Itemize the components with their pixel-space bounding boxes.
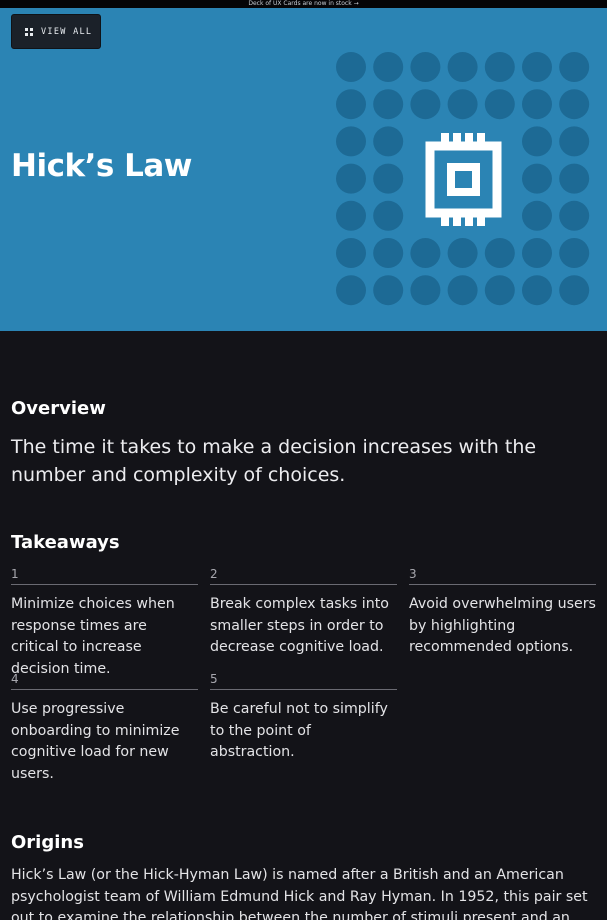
divider xyxy=(210,689,397,690)
pattern-dot xyxy=(373,238,404,268)
pattern-dot xyxy=(522,275,552,306)
pattern-dot xyxy=(410,238,441,268)
pattern-dot xyxy=(484,238,515,268)
pattern-dot xyxy=(447,275,478,306)
pattern-dot xyxy=(373,200,404,231)
takeaway-number: 2 xyxy=(210,567,218,581)
pattern-dot xyxy=(559,126,590,157)
pattern-dot xyxy=(559,89,590,120)
pattern-dot xyxy=(373,52,404,82)
overview-text: The time it takes to make a decision inc… xyxy=(11,436,537,486)
pattern-dot xyxy=(522,163,552,194)
page-title: Hick’s Law xyxy=(11,148,192,184)
takeaway-text: Break complex tasks into smaller steps i… xyxy=(210,596,389,656)
pattern-dot xyxy=(410,275,441,306)
pattern-dot xyxy=(336,163,366,194)
chip-icon xyxy=(425,133,502,226)
pattern-dot xyxy=(336,200,366,231)
view-all-button[interactable]: VIEW ALL xyxy=(11,14,101,49)
takeaways-heading: Takeaways xyxy=(11,532,120,553)
takeaway-item: 4 Use progressive onboarding to minimize… xyxy=(11,672,198,786)
takeaway-number: 3 xyxy=(409,567,417,581)
pattern-dot xyxy=(447,89,478,120)
takeaway-text: Be careful not to simplify to the point … xyxy=(210,701,388,761)
pattern-dot xyxy=(559,275,590,306)
takeaway-item: 3 Avoid overwhelming users by highlighti… xyxy=(409,567,596,659)
pattern-dot xyxy=(447,238,478,268)
takeaway-text: Minimize choices when response times are… xyxy=(11,596,175,678)
pattern-dot xyxy=(522,52,552,82)
takeaway-text: Use progressive onboarding to minimize c… xyxy=(11,701,180,783)
pattern-dot xyxy=(373,126,404,157)
pattern-dot xyxy=(522,89,552,120)
overview-heading: Overview xyxy=(11,398,106,419)
pattern-dot xyxy=(559,238,590,268)
pattern-dot xyxy=(373,89,404,120)
pattern-dot xyxy=(336,126,366,157)
pattern-dot xyxy=(373,275,404,306)
origins-heading: Origins xyxy=(11,832,84,853)
pattern-dot xyxy=(336,238,366,268)
pattern-dot xyxy=(447,52,478,82)
takeaway-number: 1 xyxy=(11,567,19,581)
takeaway-number: 5 xyxy=(210,672,218,686)
takeaway-item: 2 Break complex tasks into smaller steps… xyxy=(210,567,397,659)
pattern-dot xyxy=(522,238,552,268)
takeaway-item: 5 Be careful not to simplify to the poin… xyxy=(210,672,397,764)
pattern-dot xyxy=(336,275,366,306)
pattern-dot xyxy=(336,52,366,82)
takeaway-number: 4 xyxy=(11,672,19,686)
takeaway-text: Avoid overwhelming users by highlighting… xyxy=(409,596,596,656)
pattern-dot xyxy=(410,52,441,82)
pattern-dot xyxy=(484,52,515,82)
origins-text: Hick’s Law (or the Hick-Hyman Law) is na… xyxy=(11,867,588,920)
pattern-dot xyxy=(559,163,590,194)
pattern-dot xyxy=(373,163,404,194)
pattern-dot xyxy=(484,275,515,306)
pattern-dot xyxy=(522,200,552,231)
announcement-bar[interactable]: Deck of UX Cards are now in stock → xyxy=(0,0,607,8)
grid-icon xyxy=(25,27,33,36)
pattern-dot xyxy=(559,52,590,82)
announcement-text[interactable]: Deck of UX Cards are now in stock → xyxy=(248,0,359,7)
view-all-label: VIEW ALL xyxy=(41,26,93,37)
divider xyxy=(210,584,397,585)
pattern-dot xyxy=(559,200,590,231)
pattern-dot xyxy=(522,126,552,157)
pattern-dot xyxy=(410,89,441,120)
divider xyxy=(11,689,198,690)
divider xyxy=(11,584,198,585)
chip-illustration xyxy=(336,52,590,306)
divider xyxy=(409,584,596,585)
pattern-dot xyxy=(484,89,515,120)
takeaway-item: 1 Minimize choices when response times a… xyxy=(11,567,198,681)
hero-banner: VIEW ALL Hick’s Law xyxy=(0,8,607,331)
pattern-dot xyxy=(336,89,366,120)
